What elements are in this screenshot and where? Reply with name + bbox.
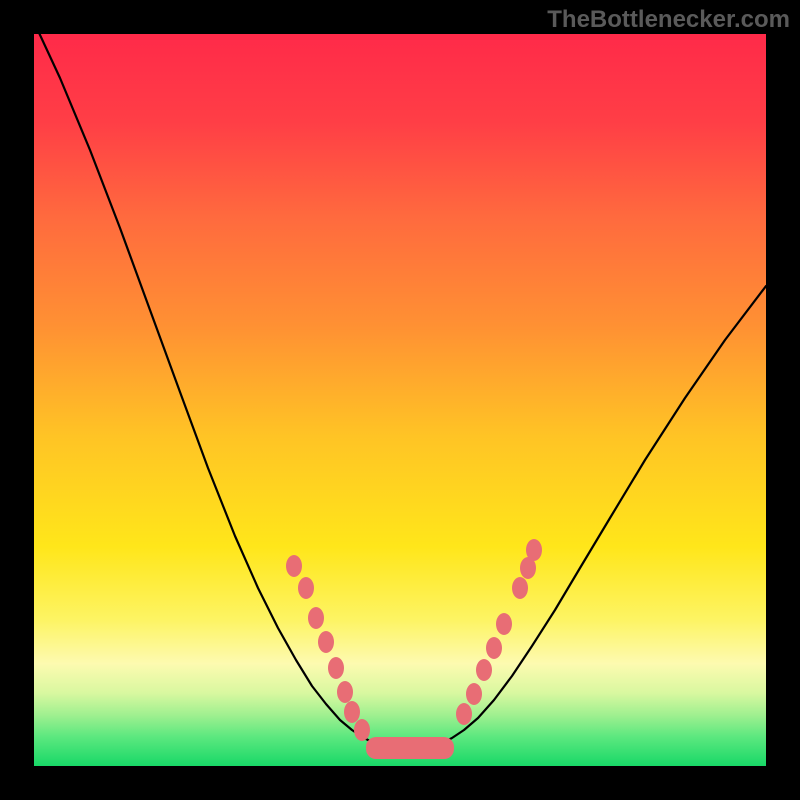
data-point [486,637,502,659]
watermark-text: TheBottlenecker.com [547,6,790,34]
data-point [318,631,334,653]
data-point [308,607,324,629]
data-point [476,659,492,681]
data-point [344,701,360,723]
bottleneck-curve [34,34,766,748]
data-point [456,703,472,725]
chart-overlay [34,34,766,766]
data-point [496,613,512,635]
data-point [328,657,344,679]
data-point [512,577,528,599]
data-point [298,577,314,599]
data-point [337,681,353,703]
data-point [354,719,370,741]
figure-root: TheBottlenecker.com [0,0,800,800]
curve-min-band [366,737,454,759]
data-point [286,555,302,577]
plot-area [34,34,766,766]
data-point [526,539,542,561]
data-point [466,683,482,705]
